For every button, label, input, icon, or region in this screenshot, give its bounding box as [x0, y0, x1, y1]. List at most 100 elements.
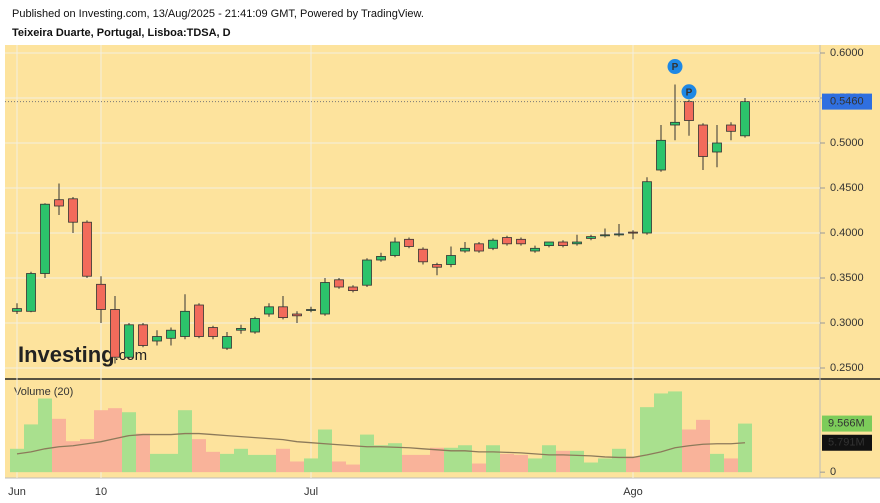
volume-bar: [528, 458, 542, 473]
volume-bar: [220, 453, 234, 473]
volume-bar: [206, 451, 220, 473]
x-tick-label: Ago: [623, 486, 643, 498]
candle-body: [698, 124, 708, 157]
last-price-label: 0.5460: [830, 96, 864, 108]
volume-bar: [738, 423, 752, 473]
candle-body: [180, 310, 190, 337]
candle-body: [124, 324, 134, 358]
volume-bar: [486, 445, 500, 473]
candle-body: [726, 124, 736, 132]
candle-body: [278, 306, 288, 319]
candle-body: [684, 101, 694, 121]
candle-body: [222, 336, 232, 349]
axis-area: [820, 45, 880, 478]
watermark: Investing.com: [18, 342, 147, 367]
candle-body: [138, 324, 148, 346]
candle-body: [614, 233, 624, 236]
volume-bar: [24, 424, 38, 473]
candle-body: [152, 336, 162, 342]
volume-bar: [682, 429, 696, 473]
candle-body: [656, 139, 666, 171]
candle-body: [236, 328, 246, 331]
candle-body: [628, 231, 638, 234]
candle-body: [320, 282, 330, 315]
candle-body: [26, 273, 36, 312]
volume-bar: [248, 454, 262, 473]
candle-body: [586, 236, 596, 239]
volume-bar: [612, 448, 626, 473]
published-note: Published on Investing.com, 13/Aug/2025 …: [12, 8, 424, 20]
volume-bar: [444, 447, 458, 473]
event-marker-label: P: [672, 62, 679, 73]
volume-bar: [626, 456, 640, 473]
candle-body: [544, 241, 554, 247]
candle-body: [264, 306, 274, 315]
candle-body: [502, 237, 512, 245]
volume-bar: [80, 439, 94, 473]
volume-bar: [430, 447, 444, 473]
volume-bar: [360, 434, 374, 473]
candle-body: [82, 221, 92, 277]
last-volume-label: 9.566M: [828, 417, 865, 429]
candle-body: [292, 313, 302, 317]
x-tick-label: Jun: [8, 486, 26, 498]
candle-body: [740, 101, 750, 137]
chart-title: Teixeira Duarte, Portugal, Lisboa:TDSA, …: [12, 27, 231, 39]
volume-ma-line: [16, 432, 746, 459]
candle-body: [488, 239, 498, 249]
volume-bar: [52, 418, 66, 473]
candle-body: [432, 264, 442, 268]
volume-bar: [38, 398, 52, 473]
volume-bar: [598, 458, 612, 473]
volume-bar: [402, 454, 416, 473]
candle-body: [460, 247, 470, 252]
volume-bar: [570, 450, 584, 473]
candle-body: [418, 248, 428, 263]
y-tick-label: 0.5000: [830, 137, 864, 149]
volume-bar: [178, 410, 192, 473]
candle-body: [642, 181, 652, 234]
volume-bar: [584, 462, 598, 473]
volume-bar: [668, 391, 682, 473]
candle-body: [110, 309, 120, 358]
volume-bar: [710, 453, 724, 473]
y-tick-label: 0.3000: [830, 317, 864, 329]
y-tick-label: 0.4500: [830, 182, 864, 194]
volume-bar: [122, 412, 136, 473]
volume-bar: [66, 441, 80, 473]
volume-bar: [374, 445, 388, 473]
volume-bar: [262, 454, 276, 473]
candle-body: [194, 304, 204, 337]
candle-body: [250, 318, 260, 333]
candle-body: [40, 203, 50, 274]
volume-bar: [500, 453, 514, 473]
volume-bar: [108, 408, 122, 473]
candle-body: [208, 327, 218, 337]
candle-body: [54, 199, 64, 207]
candle-body: [712, 142, 722, 153]
volume-bar: [556, 450, 570, 473]
volume-bar: [654, 393, 668, 473]
volume-bar: [696, 419, 710, 473]
volume-bar: [192, 439, 206, 473]
last-price-box: [822, 93, 872, 110]
event-marker-label: P: [686, 87, 693, 98]
last-ma-box: [822, 434, 872, 451]
volume-bar: [136, 433, 150, 473]
volume-bar: [290, 461, 304, 473]
candle-body: [68, 198, 78, 223]
y-tick-label: 0.6000: [830, 47, 864, 59]
candle-body: [96, 283, 106, 310]
volume-bar: [514, 454, 528, 473]
volume-title: Volume (20): [14, 386, 73, 398]
volume-bar: [304, 458, 318, 473]
volume-bar: [640, 407, 654, 473]
x-tick-label: 10: [95, 486, 107, 498]
candle-body: [166, 329, 176, 339]
candle-body: [572, 241, 582, 245]
candle-body: [670, 121, 680, 126]
candle-body: [530, 247, 540, 252]
volume-bar: [276, 448, 290, 473]
event-marker: [667, 59, 683, 75]
